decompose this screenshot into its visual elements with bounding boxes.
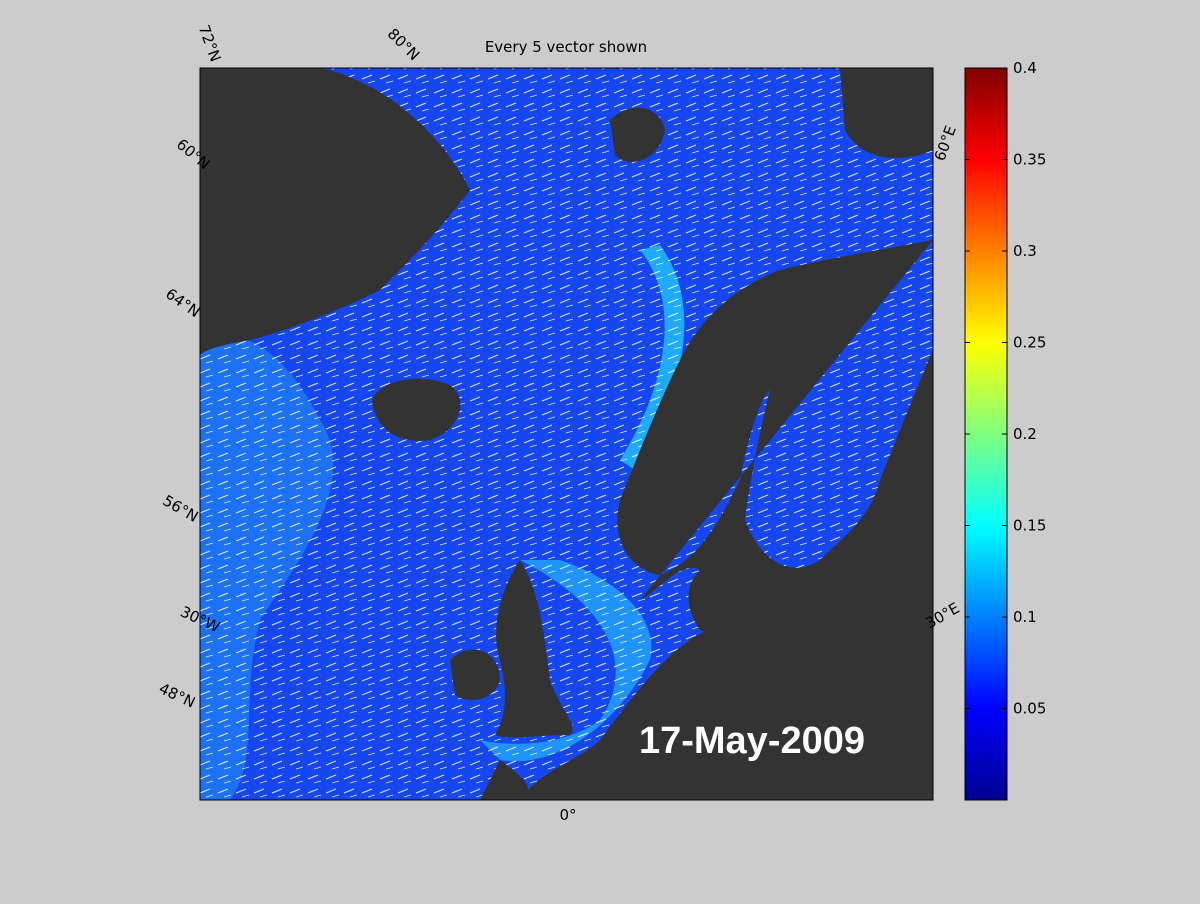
colorbar-tick-label: 0.2 (1013, 425, 1037, 443)
graticule-label: 60°E (931, 123, 960, 163)
map-area (200, 68, 933, 800)
land (495, 560, 573, 738)
colorbar-tick-label: 0.25 (1013, 334, 1046, 352)
graticule-label: 72°N (195, 22, 225, 64)
graticule-label: 56°N (160, 491, 202, 525)
colorbar-tick-label: 0.1 (1013, 608, 1037, 626)
land (372, 378, 461, 441)
land (610, 107, 665, 162)
land (450, 649, 500, 700)
land (480, 760, 529, 800)
land (840, 68, 933, 159)
land (520, 240, 933, 800)
colorbar-tick-label: 0.05 (1013, 700, 1046, 718)
graticule-label: 48°N (156, 679, 198, 711)
colorbar-tick-label: 0.35 (1013, 151, 1046, 169)
map-title: Every 5 vector shown (485, 38, 647, 56)
graticule-label: 64°N (162, 285, 203, 321)
colorbar-tick-label: 0.3 (1013, 242, 1037, 260)
colorbar-tick-label: 0.15 (1013, 517, 1046, 535)
land (200, 68, 470, 355)
map-frame (199, 67, 934, 801)
colorbar (964, 67, 1008, 801)
graticule-label: 80°N (384, 25, 423, 64)
colorbar-ticks: 0.05 0.1 0.15 0.2 0.25 0.3 0.35 0.4 (965, 59, 1046, 718)
colorbar-tick-label: 0.4 (1013, 59, 1037, 77)
date-label: 17-May-2009 (639, 720, 865, 762)
graticule-label: 0° (559, 806, 576, 824)
